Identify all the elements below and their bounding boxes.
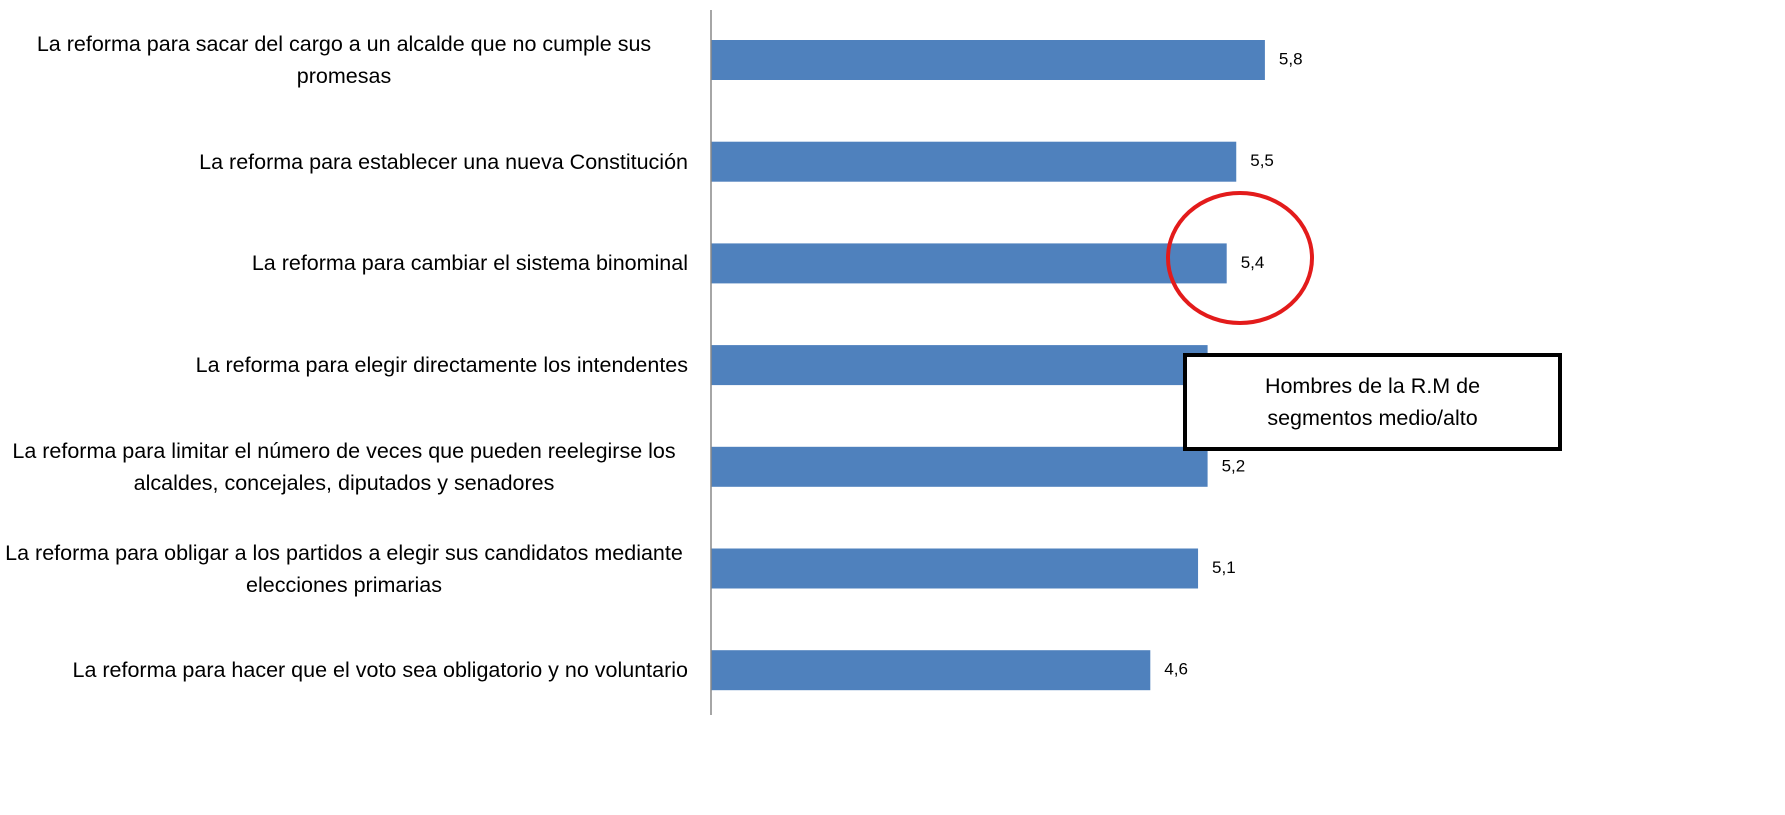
value-label: 5,1: [1212, 558, 1236, 577]
category-label: La reforma para elegir directamente los …: [195, 353, 688, 378]
value-label: 5,2: [1222, 456, 1246, 475]
bar: [711, 40, 1265, 80]
category-label: La reforma para limitar el número de vec…: [12, 438, 676, 495]
annotation: Hombres de la R.M de segmentos medio/alt…: [1183, 353, 1562, 451]
value-label: 5,8: [1279, 49, 1303, 68]
category-label: La reforma para cambiar el sistema binom…: [251, 251, 688, 276]
highlight-circle: [1166, 191, 1314, 325]
bar: [711, 141, 1237, 182]
category-label: La reforma para sacar del cargo a un alc…: [36, 32, 652, 88]
bar: [711, 650, 1151, 691]
value-label: 5,5: [1250, 151, 1274, 170]
bar: [711, 243, 1227, 284]
bar: [711, 345, 1208, 386]
category-label: La reforma para obligar a los partidos a…: [5, 540, 683, 597]
bar: [711, 446, 1208, 487]
value-label: 4,6: [1164, 660, 1188, 679]
category-label: La reforma para establecer una nueva Con…: [199, 149, 688, 174]
bar: [711, 548, 1199, 589]
value-label: 5,4: [1241, 253, 1265, 272]
category-label: La reforma para hacer que el voto sea ob…: [72, 658, 688, 683]
